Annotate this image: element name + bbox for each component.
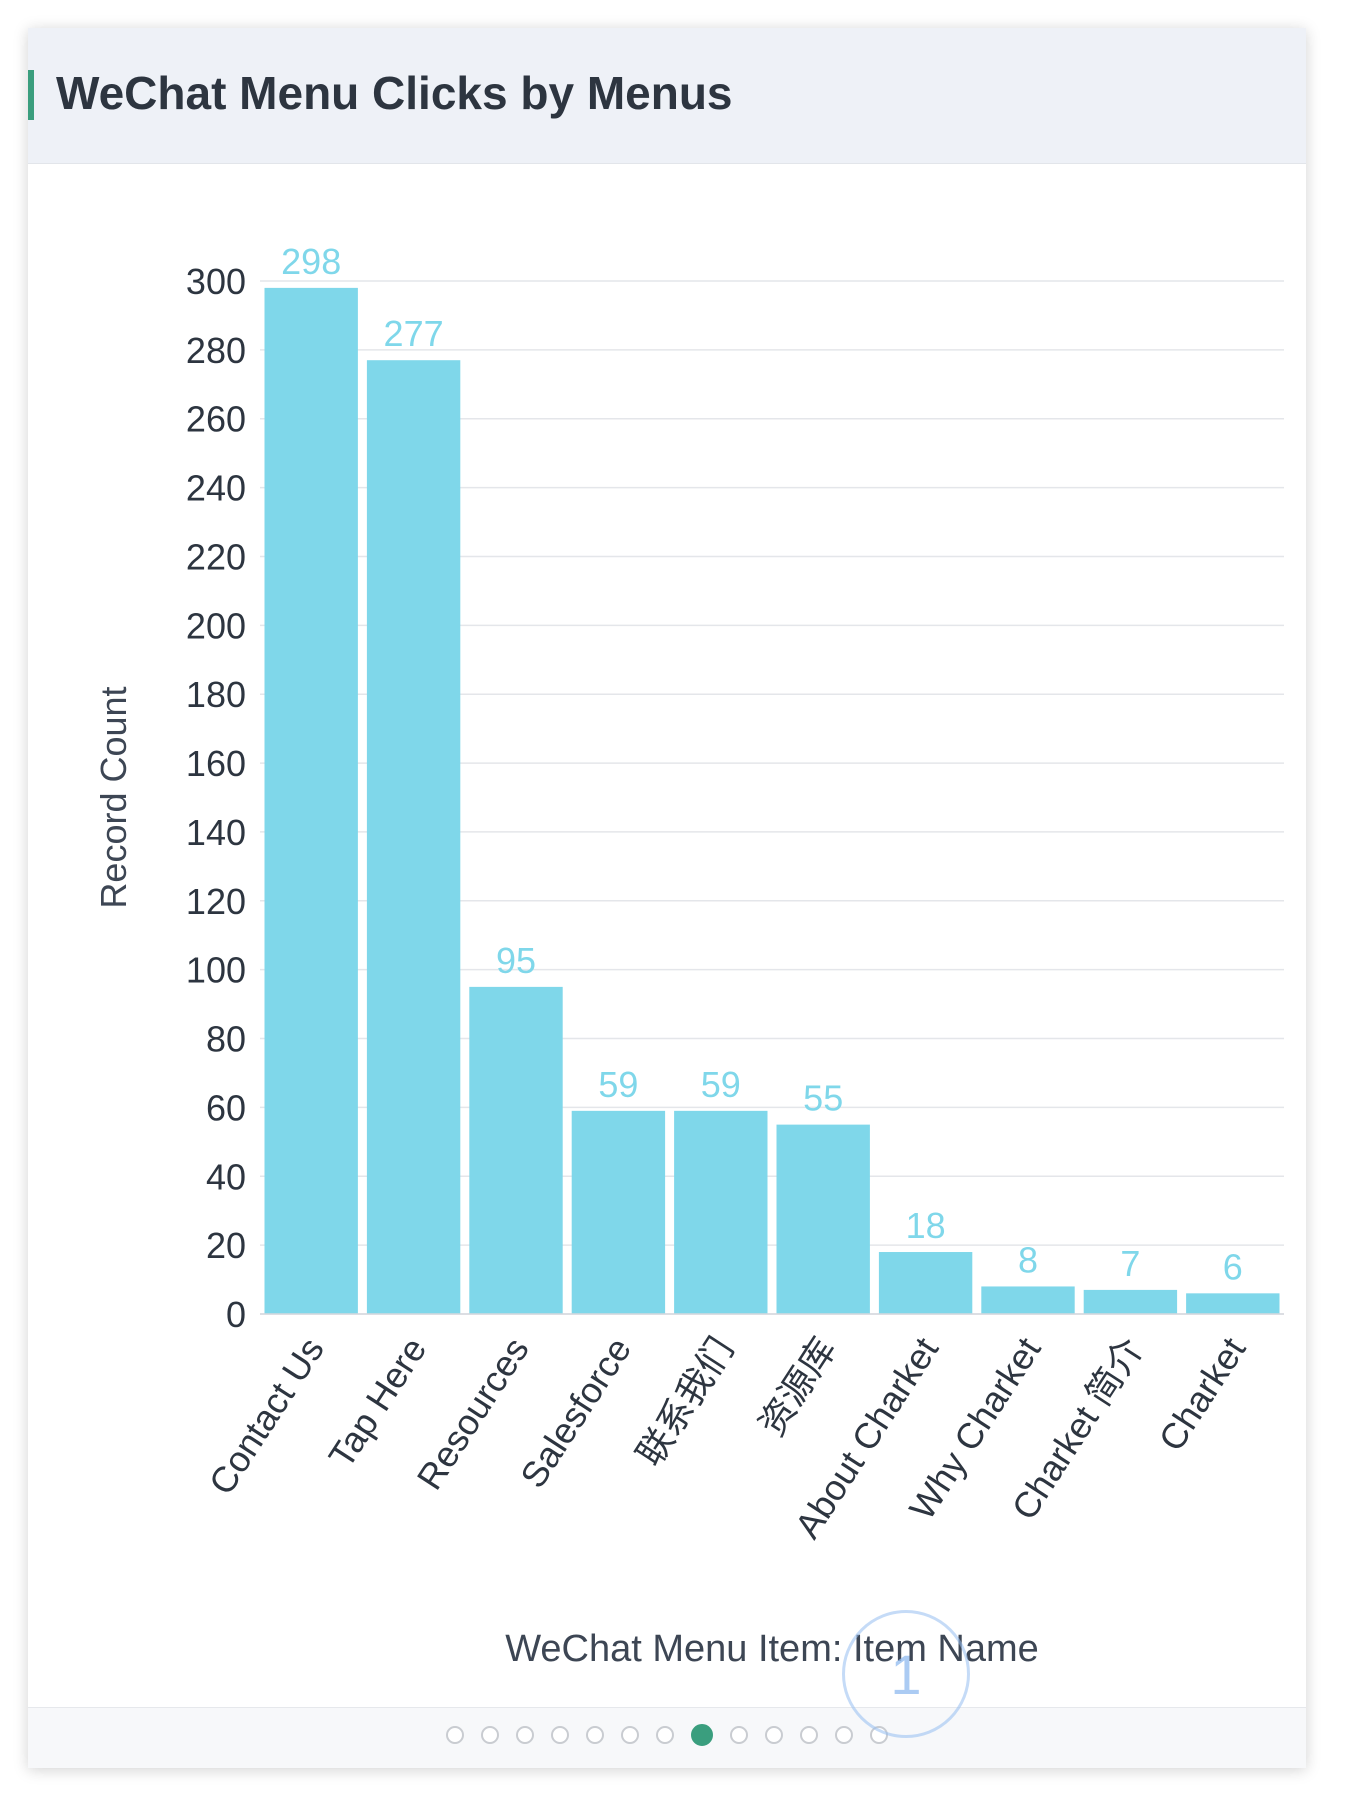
pagination-dot[interactable] xyxy=(446,1726,464,1744)
y-tick-label: 120 xyxy=(186,881,246,922)
bar xyxy=(1083,1289,1178,1314)
y-tick-label: 200 xyxy=(186,605,246,646)
y-tick-label: 80 xyxy=(206,1019,246,1060)
y-axis-label: Record Count xyxy=(93,686,134,908)
bar xyxy=(1186,1293,1280,1314)
data-label: 55 xyxy=(803,1078,843,1119)
pagination-dot[interactable] xyxy=(551,1726,569,1744)
touch-indicator: 1 xyxy=(842,1610,970,1738)
pagination-dot[interactable] xyxy=(516,1726,534,1744)
pagination-dot[interactable] xyxy=(800,1726,818,1744)
data-label: 59 xyxy=(701,1064,741,1105)
bar xyxy=(469,986,563,1314)
y-tick-label: 220 xyxy=(186,536,246,577)
pagination-dot[interactable] xyxy=(481,1726,499,1744)
y-tick-label: 300 xyxy=(186,261,246,302)
y-tick-label: 40 xyxy=(206,1156,246,1197)
bar xyxy=(878,1252,973,1314)
title-accent-bar xyxy=(28,70,34,120)
y-tick-label: 0 xyxy=(226,1294,246,1335)
bar xyxy=(776,1124,870,1314)
data-label: 18 xyxy=(906,1205,946,1246)
data-label: 298 xyxy=(281,241,341,282)
bar xyxy=(571,1110,666,1314)
pagination-dot[interactable] xyxy=(586,1726,604,1744)
y-tick-label: 20 xyxy=(206,1225,246,1266)
bar-chart: 0 20 40 60 80 100 120 140 160 180 200 220 240 260 280 3… xyxy=(93,241,1284,1670)
y-tick-label: 260 xyxy=(186,399,246,440)
y-tick-label: 160 xyxy=(186,743,246,784)
pagination-dot[interactable] xyxy=(621,1726,639,1744)
data-label: 7 xyxy=(1120,1243,1140,1284)
chart-title: WeChat Menu Clicks by Menus xyxy=(56,67,733,119)
pagination-dot[interactable] xyxy=(656,1726,674,1744)
pagination-dot[interactable] xyxy=(765,1726,783,1744)
pagination-dot[interactable] xyxy=(730,1726,748,1744)
data-label: 59 xyxy=(598,1064,638,1105)
pagination-dot[interactable] xyxy=(835,1726,853,1744)
x-tick-label: Tap Here xyxy=(320,1330,434,1475)
data-label: 277 xyxy=(384,313,444,354)
pagination-dots xyxy=(28,1724,1306,1746)
y-tick-label: 180 xyxy=(186,674,246,715)
data-label: 95 xyxy=(496,940,536,981)
card-header: WeChat Menu Clicks by Menus xyxy=(28,28,1306,164)
data-label: 6 xyxy=(1223,1246,1243,1287)
pagination-dot[interactable] xyxy=(691,1724,713,1746)
chart-card: WeChat Menu Clicks by Menus 0 20 40 60 80 100… xyxy=(28,28,1306,1768)
bar xyxy=(366,360,461,1314)
bar xyxy=(981,1286,1075,1314)
x-tick-label: 资源库 xyxy=(751,1330,844,1443)
x-tick-label: Contact Us xyxy=(201,1330,332,1502)
x-tick-label: 联系我们 xyxy=(629,1330,742,1473)
y-tick-label: 240 xyxy=(186,468,246,509)
bar xyxy=(264,287,358,1314)
bar xyxy=(674,1110,768,1314)
y-tick-label: 280 xyxy=(186,330,246,371)
y-tick-label: 100 xyxy=(186,950,246,991)
y-tick-label: 140 xyxy=(186,812,246,853)
pagination-footer xyxy=(28,1707,1306,1768)
x-tick-label: Charket xyxy=(1150,1330,1253,1458)
y-tick-label: 60 xyxy=(206,1087,246,1128)
data-label: 8 xyxy=(1018,1239,1038,1280)
touch-indicator-label: 1 xyxy=(890,1642,922,1706)
